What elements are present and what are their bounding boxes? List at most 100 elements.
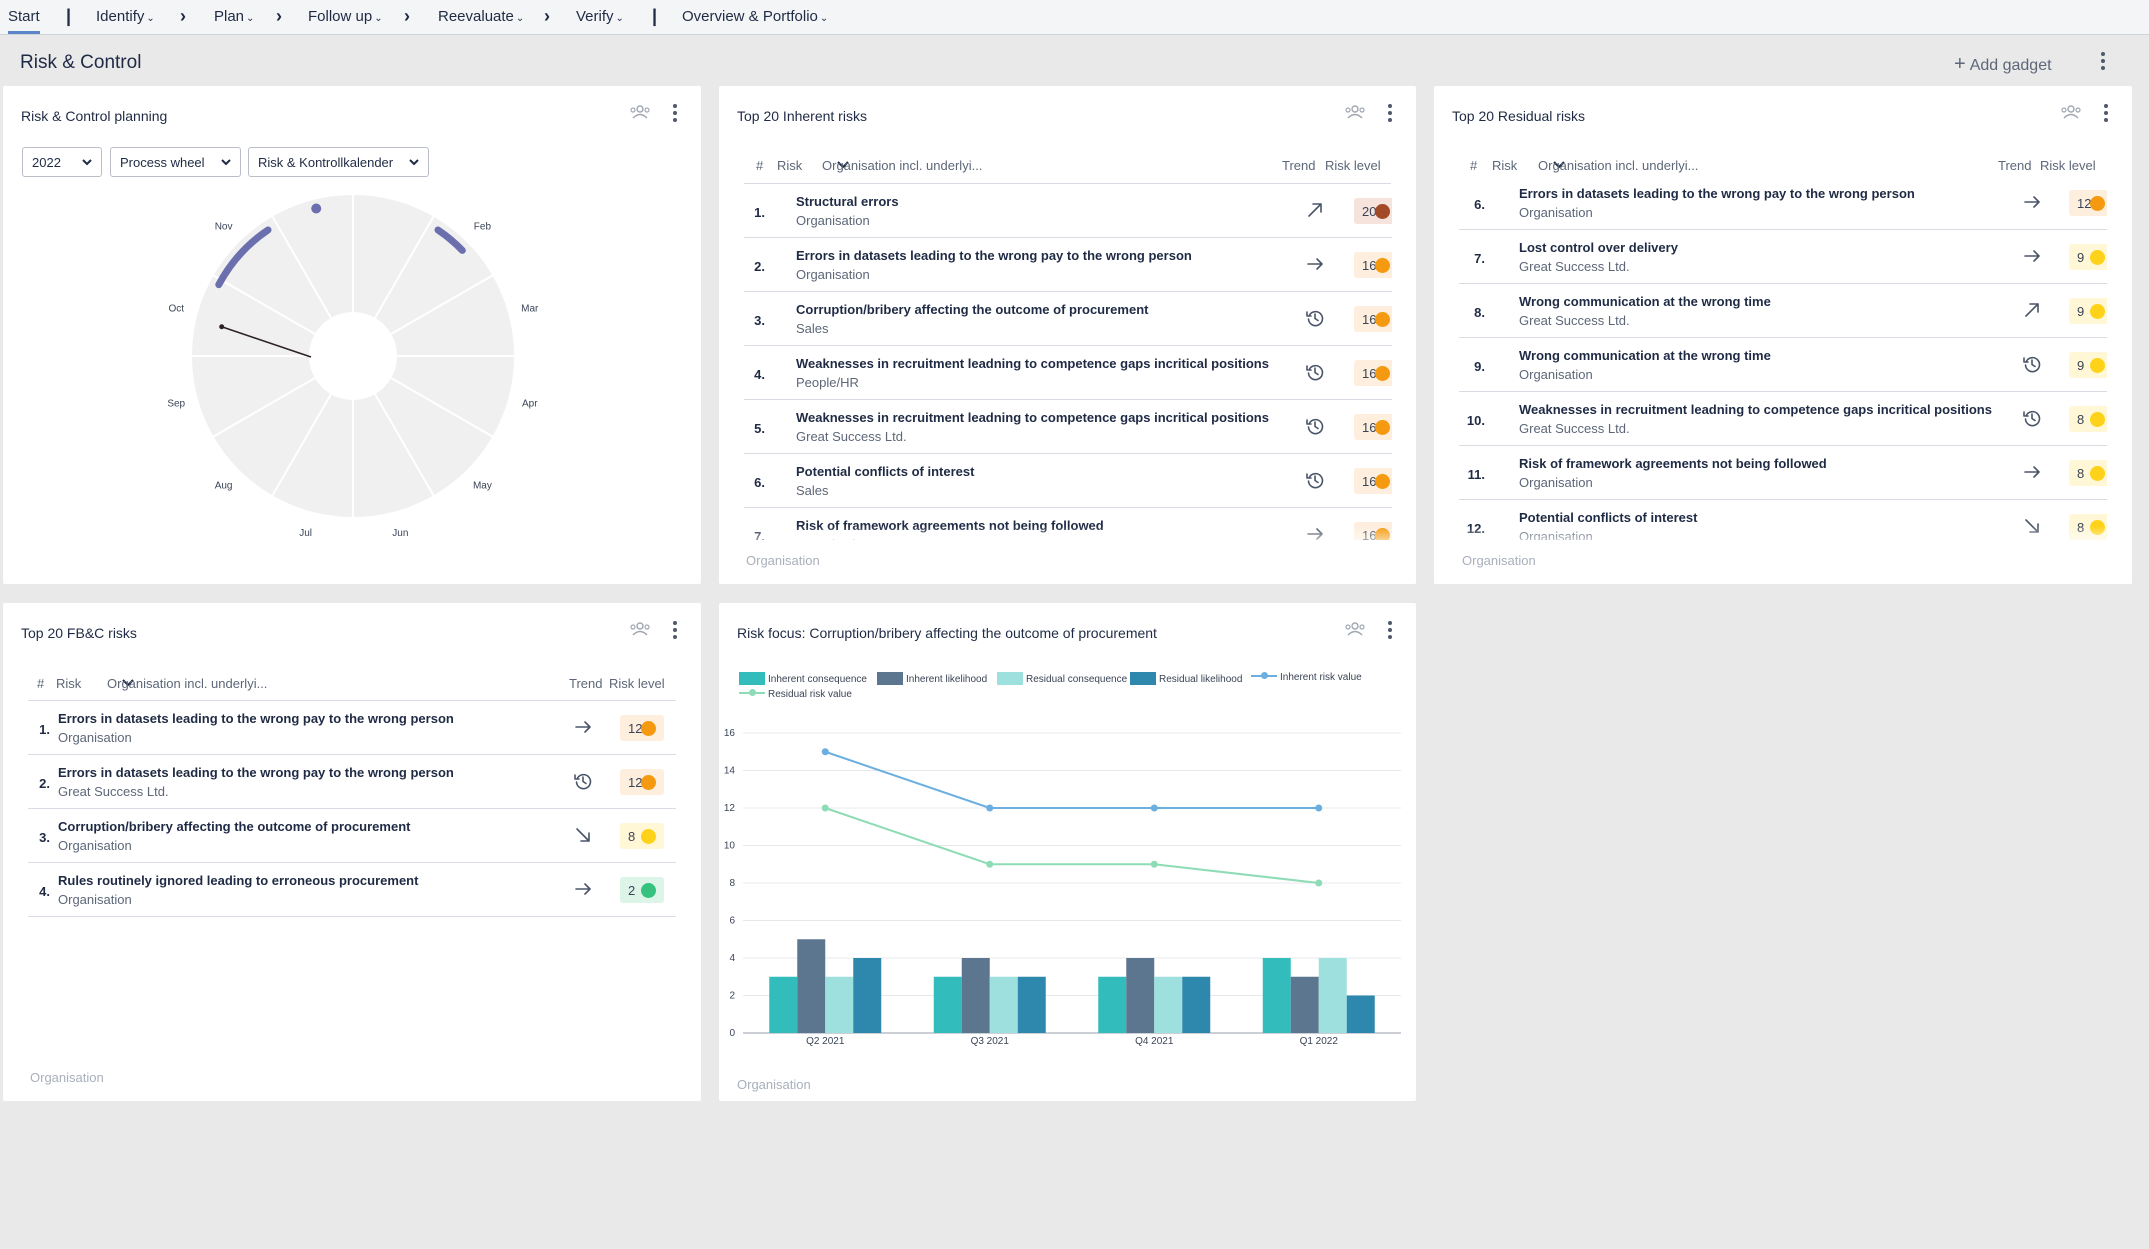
risk-row[interactable]: 11. Risk of framework agreements not bein…: [1459, 446, 2107, 500]
risk-row[interactable]: 6. Errors in datasets leading to the wron…: [1459, 176, 2107, 230]
activity-marker[interactable]: [311, 203, 322, 214]
risk-title[interactable]: Potential conflicts of interest: [796, 464, 975, 479]
risk-title[interactable]: Risk of framework agreements not being f…: [1519, 456, 1827, 471]
risk-row[interactable]: 2. Errors in datasets leading to the wron…: [744, 238, 1392, 292]
line-point[interactable]: [821, 804, 829, 812]
bar[interactable]: [933, 976, 962, 1033]
nav-overview[interactable]: Overview & Portfolio ⌄: [682, 8, 828, 25]
bar[interactable]: [989, 976, 1018, 1033]
risk-row[interactable]: 6. Potential conflicts of interest Sales 16: [744, 454, 1392, 508]
bar[interactable]: [1182, 976, 1211, 1033]
risk-title[interactable]: Weaknesses in recruitment leadning to co…: [796, 410, 1269, 425]
card-menu-icon[interactable]: [672, 104, 678, 124]
line-point[interactable]: [986, 860, 994, 868]
line-point[interactable]: [1315, 879, 1323, 887]
legend-item[interactable]: Residual risk value: [739, 689, 852, 700]
bar[interactable]: [853, 958, 882, 1033]
risk-title[interactable]: Weaknesses in recruitment leadning to co…: [796, 356, 1269, 371]
risk-title[interactable]: Corruption/bribery affecting the outcome…: [796, 302, 1149, 317]
nav-plan[interactable]: Plan ⌄: [214, 8, 254, 25]
bar[interactable]: [1126, 958, 1155, 1033]
line-point[interactable]: [1150, 804, 1158, 812]
risk-organisation: Organisation: [1519, 367, 1593, 382]
activity-arc[interactable]: [215, 226, 272, 289]
col-risk[interactable]: Risk: [777, 158, 803, 173]
col-risk[interactable]: Risk: [56, 676, 82, 691]
risk-row[interactable]: 10. Weaknesses in recruitment leadning to…: [1459, 392, 2107, 446]
risk-row[interactable]: 1. Structural errors Organisation 20: [744, 184, 1392, 238]
bar[interactable]: [1154, 976, 1183, 1033]
activity-arc[interactable]: [434, 226, 466, 254]
bar[interactable]: [797, 939, 826, 1033]
col-risk[interactable]: Risk: [1492, 158, 1518, 173]
bar[interactable]: [1017, 976, 1046, 1033]
group-icon[interactable]: [1344, 621, 1366, 637]
bar[interactable]: [1098, 976, 1127, 1033]
risk-title[interactable]: Potential conflicts of interest: [1519, 510, 1698, 525]
org-filter[interactable]: Organisation incl. underlyi...: [107, 676, 267, 691]
legend-swatch: [997, 672, 1023, 685]
risk-title[interactable]: Wrong communication at the wrong time: [1519, 294, 1771, 309]
risk-title[interactable]: Structural errors: [796, 194, 899, 209]
risk-organisation: Great Success Ltd.: [796, 429, 907, 444]
bar[interactable]: [1262, 958, 1291, 1033]
risk-row[interactable]: 5. Weaknesses in recruitment leadning to …: [744, 400, 1392, 454]
bar[interactable]: [1346, 995, 1375, 1034]
bar[interactable]: [1290, 976, 1319, 1033]
risk-title[interactable]: Lost control over delivery: [1519, 240, 1678, 255]
risk-row[interactable]: 4. Rules routinely ignored leading to err…: [28, 863, 676, 917]
process-wheel[interactable]: JanFebMarAprMayJunJulAugSepOctNovDec: [3, 186, 701, 576]
calendar-select[interactable]: Risk & Kontrollkalender: [248, 147, 429, 177]
legend-item[interactable]: Residual likelihood: [1130, 672, 1242, 685]
risk-level-dot: [2090, 466, 2105, 481]
org-filter[interactable]: Organisation incl. underlyi...: [822, 158, 982, 173]
risk-row[interactable]: 3. Corruption/bribery affecting the outco…: [28, 809, 676, 863]
org-filter[interactable]: Organisation incl. underlyi...: [1538, 158, 1698, 173]
risk-title[interactable]: Corruption/bribery affecting the outcome…: [58, 819, 411, 834]
line-point[interactable]: [1150, 860, 1158, 868]
risk-row[interactable]: 7. Lost control over delivery Great Succes…: [1459, 230, 2107, 284]
view-select[interactable]: Process wheel: [110, 147, 241, 177]
legend-item[interactable]: Inherent risk value: [1251, 672, 1362, 683]
group-icon[interactable]: [629, 621, 651, 637]
nav-verify[interactable]: Verify ⌄: [576, 8, 624, 25]
risk-title[interactable]: Errors in datasets leading to the wrong …: [58, 765, 454, 780]
bar[interactable]: [825, 976, 854, 1033]
nav-start[interactable]: Start: [8, 8, 40, 34]
card-menu-icon[interactable]: [2103, 104, 2109, 124]
group-icon[interactable]: [629, 104, 651, 120]
bar[interactable]: [1318, 958, 1347, 1033]
card-menu-icon[interactable]: [1387, 621, 1393, 641]
nav-identify[interactable]: Identify ⌄: [96, 8, 155, 25]
line-point[interactable]: [986, 804, 994, 812]
risk-row[interactable]: 2. Errors in datasets leading to the wron…: [28, 755, 676, 809]
risk-title[interactable]: Errors in datasets leading to the wrong …: [1519, 186, 1915, 201]
nav-reevaluate[interactable]: Reevaluate ⌄: [438, 8, 524, 25]
nav-followup[interactable]: Follow up ⌄: [308, 8, 383, 25]
risk-title[interactable]: Errors in datasets leading to the wrong …: [796, 248, 1192, 263]
risk-row[interactable]: 3. Corruption/bribery affecting the outco…: [744, 292, 1392, 346]
risk-row[interactable]: 1. Errors in datasets leading to the wron…: [28, 701, 676, 755]
risk-row[interactable]: 8. Wrong communication at the wrong time G…: [1459, 284, 2107, 338]
group-icon[interactable]: [1344, 104, 1366, 120]
risk-row[interactable]: 4. Weaknesses in recruitment leadning to …: [744, 346, 1392, 400]
risk-title[interactable]: Errors in datasets leading to the wrong …: [58, 711, 454, 726]
risk-row[interactable]: 9. Wrong communication at the wrong time O…: [1459, 338, 2107, 392]
line-point[interactable]: [821, 748, 829, 756]
page-menu-icon[interactable]: [2100, 52, 2106, 72]
risk-title[interactable]: Weaknesses in recruitment leadning to co…: [1519, 402, 1992, 417]
risk-title[interactable]: Wrong communication at the wrong time: [1519, 348, 1771, 363]
legend-item[interactable]: Inherent likelihood: [877, 672, 987, 685]
risk-title[interactable]: Rules routinely ignored leading to erron…: [58, 873, 419, 888]
legend-item[interactable]: Residual consequence: [997, 672, 1127, 685]
legend-item[interactable]: Inherent consequence: [739, 672, 867, 685]
card-menu-icon[interactable]: [672, 621, 678, 641]
group-icon[interactable]: [2060, 104, 2082, 120]
card-menu-icon[interactable]: [1387, 104, 1393, 124]
year-select[interactable]: 2022: [22, 147, 102, 177]
legend-swatch: [739, 672, 765, 685]
line-point[interactable]: [1315, 804, 1323, 812]
bar[interactable]: [769, 976, 798, 1033]
add-gadget-button[interactable]: + Add gadget: [1954, 53, 2052, 76]
bar[interactable]: [961, 958, 990, 1033]
